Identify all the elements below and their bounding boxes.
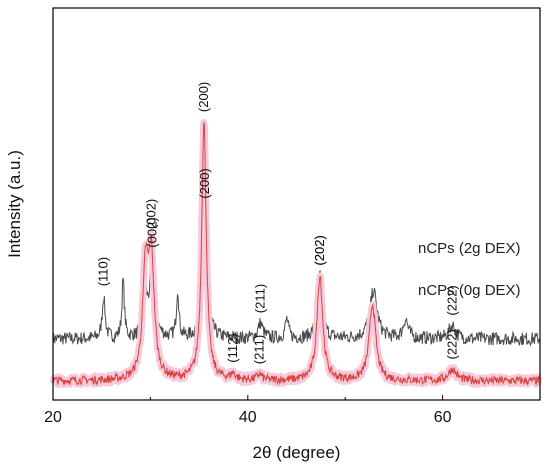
x-tick-label: 20: [44, 409, 62, 426]
series-line: [52, 201, 541, 347]
peak-label: (222): [444, 329, 459, 359]
peak-label: (200): [197, 168, 212, 198]
x-axis-ticks: 20 40 60: [44, 395, 452, 426]
x-tick-label: 40: [239, 409, 257, 426]
peak-label: (202): [312, 235, 327, 265]
series-line: [52, 122, 540, 386]
peak-label: (211): [253, 284, 268, 313]
series-label: nCPs (0g DEX): [418, 282, 521, 299]
axes-frame: [52, 7, 541, 401]
peak-label: (002): [143, 199, 158, 229]
series-labels: nCPs (2g DEX) nCPs (0g DEX): [418, 240, 521, 299]
plot-area: [49, 118, 543, 389]
series-label: nCPs (2g DEX): [418, 240, 521, 257]
peak-label: (202): [312, 235, 327, 265]
peak-label: (110): [96, 257, 111, 286]
x-tick-label: 60: [434, 409, 452, 426]
peak-labels: (110) (002) (200) (211) (202) (222) (002) (200)…: [96, 82, 460, 364]
peak-label: (200): [196, 82, 211, 112]
peak-label: (211): [252, 335, 267, 364]
peak-label: (112): [225, 333, 240, 362]
peak-label: (002): [144, 217, 159, 247]
y-axis-title: Intensity (a.u.): [5, 150, 24, 258]
peak-label: (222): [444, 285, 459, 315]
x-axis-title: 2θ (degree): [253, 443, 341, 462]
